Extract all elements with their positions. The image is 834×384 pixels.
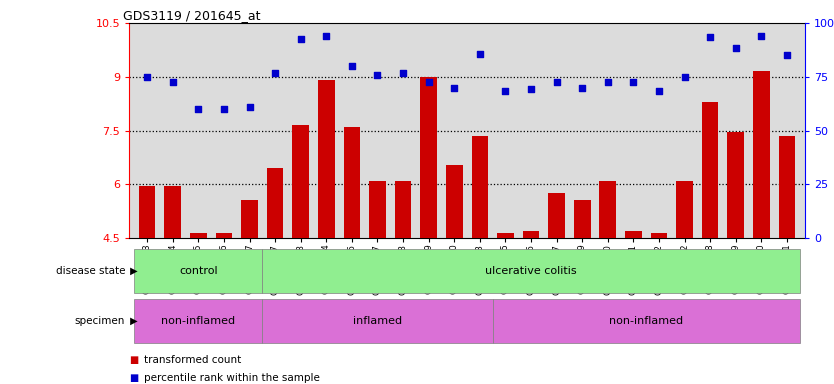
Text: GDS3119 / 201645_at: GDS3119 / 201645_at [123, 9, 260, 22]
Text: percentile rank within the sample: percentile rank within the sample [144, 372, 320, 382]
Bar [753, 71, 770, 238]
Bar [318, 80, 334, 238]
Text: ▶: ▶ [127, 316, 138, 326]
Point [703, 34, 716, 40]
Bar [497, 233, 514, 238]
Point [448, 84, 461, 91]
Point [166, 79, 179, 85]
Point [729, 45, 742, 51]
Text: control: control [179, 266, 218, 276]
Point [626, 79, 640, 85]
Point [269, 70, 282, 76]
Point [345, 63, 359, 69]
Bar [471, 136, 488, 238]
FancyBboxPatch shape [134, 248, 263, 293]
Point [499, 88, 512, 94]
Bar [779, 136, 795, 238]
Text: ■: ■ [129, 355, 138, 365]
Point [294, 36, 308, 42]
Bar [216, 233, 232, 238]
Text: transformed count: transformed count [144, 355, 242, 365]
Text: ulcerative colitis: ulcerative colitis [485, 266, 577, 276]
Bar [190, 233, 207, 238]
Point [601, 79, 615, 85]
Point [525, 86, 538, 93]
Bar [548, 193, 565, 238]
Point [678, 74, 691, 80]
Text: non-inflamed: non-inflamed [609, 316, 683, 326]
Bar [446, 165, 463, 238]
Bar [369, 181, 386, 238]
Bar [574, 200, 590, 238]
Point [218, 106, 231, 112]
FancyBboxPatch shape [263, 298, 493, 343]
Bar [420, 77, 437, 238]
Bar [293, 125, 309, 238]
Point [371, 72, 384, 78]
Point [473, 50, 486, 56]
Point [192, 106, 205, 112]
Point [575, 84, 589, 91]
Point [422, 79, 435, 85]
Text: inflamed: inflamed [353, 316, 402, 326]
Bar [241, 200, 258, 238]
FancyBboxPatch shape [263, 248, 800, 293]
Bar [625, 231, 641, 238]
Bar [600, 181, 616, 238]
Text: ■: ■ [129, 372, 138, 382]
Bar [344, 127, 360, 238]
Bar [676, 181, 693, 238]
Point [319, 33, 333, 39]
FancyBboxPatch shape [493, 298, 800, 343]
Point [140, 74, 153, 80]
Bar [164, 186, 181, 238]
Bar [727, 132, 744, 238]
Point [396, 70, 409, 76]
Point [243, 104, 256, 110]
Point [781, 52, 794, 58]
Text: disease state: disease state [56, 266, 125, 276]
Point [550, 79, 563, 85]
Bar [267, 168, 284, 238]
Bar [651, 233, 667, 238]
Text: non-inflamed: non-inflamed [161, 316, 235, 326]
Point [755, 33, 768, 39]
Bar [702, 102, 718, 238]
Bar [394, 181, 411, 238]
Bar [139, 186, 155, 238]
Point [652, 88, 666, 94]
Text: ▶: ▶ [127, 266, 138, 276]
Text: specimen: specimen [75, 316, 125, 326]
FancyBboxPatch shape [134, 298, 263, 343]
Bar [523, 231, 540, 238]
